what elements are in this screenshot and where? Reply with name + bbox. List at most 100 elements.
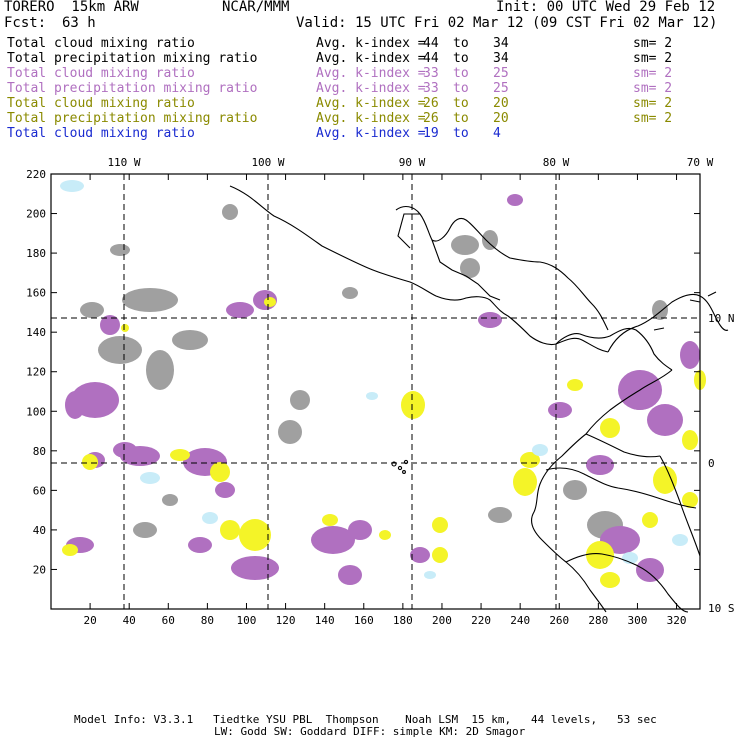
x-tick-label: 240 [510, 614, 530, 627]
legend-stat: Avg. k-index = [316, 36, 426, 51]
legend-sm: sm= 2 [633, 111, 673, 126]
yellow-cloud-blob [82, 454, 98, 470]
x-tick-label: 80 [201, 614, 214, 627]
model-title: TORERO 15km ARW [4, 0, 139, 15]
lightblue-cloud-blob [60, 180, 84, 192]
yellow-cloud-blob [642, 512, 658, 528]
panama-coastline [555, 327, 673, 371]
gray-cloud-blob [278, 420, 302, 444]
lon-label-90w: 90 W [399, 156, 426, 169]
legend-lo: 19 [423, 126, 439, 141]
legend-field: Total cloud mixing ratio [7, 96, 195, 111]
x-tick-label: 100 [237, 614, 257, 627]
yellow-cloud-blob [513, 468, 537, 496]
yellow-cloud-blob [432, 547, 448, 563]
x-tick-label: 140 [315, 614, 335, 627]
yellow-cloud-blob [600, 572, 620, 588]
south-america-west-coastline [531, 369, 673, 613]
legend-stat: Avg. k-index = [316, 96, 426, 111]
axis-ticks [51, 173, 700, 609]
lat-label-10n: 10 N [708, 312, 735, 325]
purple-cloud-blob [188, 537, 212, 553]
gray-cloud-blob [482, 230, 498, 250]
lightblue-cloud-blob [532, 444, 548, 456]
yellow-cloud-blob [62, 544, 78, 556]
purple-cloud-blob [548, 402, 572, 418]
purple-cloud-blob [586, 455, 614, 475]
legend-field: Total precipitation mixing ratio [7, 81, 258, 96]
legend-field: Total precipitation mixing ratio [7, 51, 258, 66]
lightblue-cloud-blob [140, 472, 160, 484]
legend-hi: 34 [493, 51, 509, 66]
lat-label-10s: 10 S [708, 602, 735, 615]
axis-tick-labels: 20 40 60 80 100 120 140 160 180 200 220 20 40 60 80 100… [26, 168, 686, 627]
y-tick-label: 180 [26, 247, 46, 260]
plot-frame [50, 173, 701, 610]
yellow-cloud-blob [682, 492, 698, 508]
legend-to: to [453, 36, 469, 51]
legend-field: Total precipitation mixing ratio [7, 111, 258, 126]
purple-cloud-blob [647, 404, 683, 436]
lat-label-equator: 0 [708, 457, 715, 470]
gray-cloud-blob [342, 287, 358, 299]
purple-cloud-blob [478, 312, 502, 328]
central-america-border-2 [465, 275, 501, 301]
purple-cloud-blob [636, 558, 664, 582]
south-america-border-2 [545, 467, 697, 509]
legend-stat: Avg. k-index = [316, 66, 426, 81]
gray-cloud-blob [652, 300, 668, 320]
yellow-cloud-blob [239, 519, 271, 551]
purple-cloud-blob [507, 194, 523, 206]
x-tick-label: 280 [588, 614, 608, 627]
x-tick-label: 300 [628, 614, 648, 627]
y-tick-label: 160 [26, 287, 46, 300]
forecast-hour: 63 h [62, 15, 96, 31]
lightblue-cloud-blob [424, 571, 436, 579]
x-tick-label: 320 [667, 614, 687, 627]
y-tick-label: 40 [33, 524, 46, 537]
yellow-cloud-blob [520, 452, 540, 468]
gray-cloud-blob [290, 390, 310, 410]
yellow-cloud-blob [322, 514, 338, 526]
yellow-cloud-blob [600, 418, 620, 438]
legend-stat: Avg. k-index = [316, 126, 426, 141]
legend-hi: 34 [493, 36, 509, 51]
geo-labels: 110 W 100 W 90 W 80 W 70 W 10 N 0 10 S [107, 156, 734, 615]
lon-label-70w: 70 W [687, 156, 714, 169]
lightblue-cloud-blob [202, 512, 218, 524]
gray-cloud-blob [80, 302, 104, 318]
gray-cloud-blob [460, 258, 480, 278]
x-tick-label: 20 [83, 614, 96, 627]
south-america-border-1 [585, 433, 661, 458]
yellow-cloud-blob [653, 466, 677, 494]
purple-cloud-blob [65, 391, 85, 419]
latlon-grid [51, 174, 700, 609]
central-america-border-3 [397, 213, 420, 249]
yellow-cloud-blob [401, 391, 425, 419]
gray-cloud-blob [146, 350, 174, 390]
y-tick-label: 200 [26, 208, 46, 221]
gray-cloud-blob [451, 235, 479, 255]
legend-lo: 26 [423, 96, 439, 111]
y-tick-label: 20 [33, 563, 46, 576]
x-tick-label: 180 [393, 614, 413, 627]
valid-time: Valid: 15 UTC Fri 02 Mar 12 (09 CST Fri … [296, 15, 718, 31]
legend-to: to [453, 96, 469, 111]
yellow-cloud-blob [121, 324, 129, 332]
legend-to: to [453, 126, 469, 141]
gray-cloud-blob [222, 204, 238, 220]
legend-lo: 26 [423, 111, 439, 126]
x-tick-label: 40 [123, 614, 136, 627]
legend-to: to [453, 51, 469, 66]
y-tick-label: 100 [26, 405, 46, 418]
model-info: Model Info: V3.3.1 Tiedtke YSU PBL Thomp… [74, 713, 657, 726]
legend-to: to [453, 66, 469, 81]
legend-sm: sm= 2 [633, 66, 673, 81]
physics-info: LW: Godd SW: Goddard DIFF: simple KM: 2D… [214, 725, 526, 738]
gray-cloud-blob [563, 480, 587, 500]
lightblue-cloud-blob [366, 392, 378, 400]
gray-cloud-blob [488, 507, 512, 523]
legend-hi: 4 [493, 126, 501, 141]
y-tick-label: 60 [33, 484, 46, 497]
mexico-coastline [229, 185, 609, 353]
